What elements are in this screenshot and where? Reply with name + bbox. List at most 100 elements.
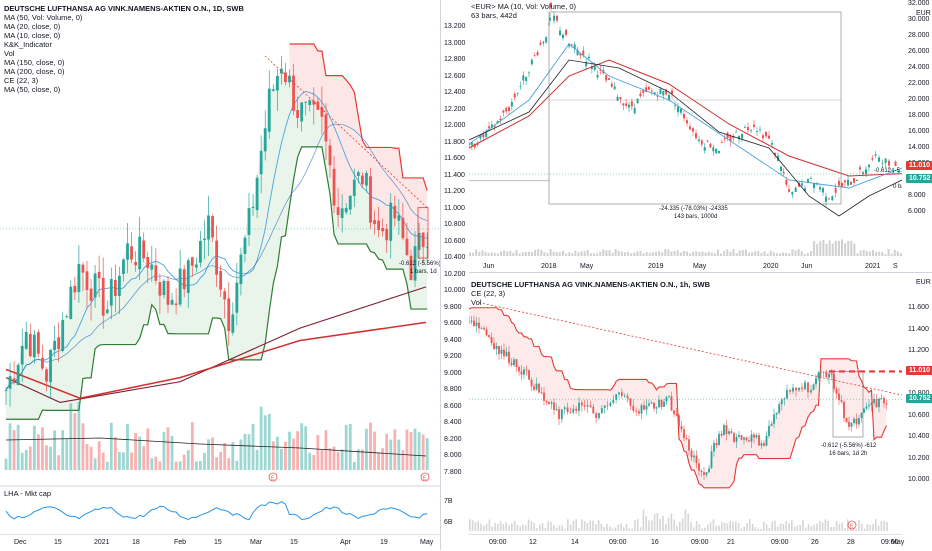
candle-body [296,110,299,119]
right-bottom-hourly-chart[interactable]: -0.612 (-5.56%) -612 16 bars, 1d 2h E [469,273,902,534]
rt-volume-bar [620,251,623,256]
candle-body [113,279,117,296]
rb-candle-body [804,382,806,390]
right-bottom-chart-pane[interactable]: -0.612 (-5.56%) -612 16 bars, 1d 2h E DEUT… [469,273,902,534]
volume-bar [409,431,413,470]
candle-body [417,232,421,250]
indicator-4[interactable]: Vol [4,49,15,58]
rb-indicator-1[interactable]: Vol [471,298,482,307]
rb-indicator-0[interactable]: CE (22, 3) [471,289,506,298]
right-top-long-term-chart[interactable]: -24.335 (-78.03%) -24335 143 bars, 1000d -… [469,0,902,272]
left-x-label: 15 [54,539,62,546]
rb-y-label: 11.400 [908,325,929,333]
rb-volume-bar [695,520,698,531]
candle-body [413,246,417,281]
rb-volume-bar [844,527,846,531]
rt-volume-bar [856,253,859,256]
rt-volume-bar [800,251,803,256]
candle-body [178,268,182,305]
indicator-5[interactable]: MA (150, close, 0) [4,58,65,67]
volume-bar [89,446,93,470]
rb-candle-body [786,389,788,399]
rt-candle-body [476,143,479,145]
left-price-chart[interactable]: -0.612 (-5.56%) -6 1 bars, 1d E E [0,0,440,534]
rb-candle-body [860,412,863,418]
rb-volume-bar [816,523,818,531]
shared-axis-label: 9.400 [444,336,462,344]
rt-candle-body [625,103,628,106]
indicator-8[interactable]: MA (50, close, 0) [4,85,61,94]
indicator-3[interactable]: K&K_Indicator [4,40,52,49]
indicator-0[interactable]: MA (50, Vol: Volume, 0) [4,13,83,22]
left-x-label: Mar [250,539,263,546]
rb-ce-fill [469,307,887,488]
indicator-2[interactable]: MA (10, close, 0) [4,31,61,40]
candle-body [377,220,380,231]
rb-title: DEUTSCHE LUFTHANSA AG VINK.NAMENS-AKTIEN… [471,280,711,289]
volume-bar [162,432,166,470]
candle-body [69,286,73,319]
rb-x-label: 16 [651,539,659,546]
volume-bar [421,434,425,470]
rb-volume-bar [597,520,600,531]
rt-candle-body [819,187,821,190]
rb-volume-bar [558,525,561,531]
volume-bar [37,434,40,470]
rb-volume-bar [572,520,575,531]
rt-candle-body [610,83,613,87]
rb-volume-bar [485,523,488,531]
rt-candle-body [469,143,470,146]
rb-volume-bar [631,528,633,531]
pane-divider-horizontal[interactable] [469,272,932,273]
rt-volume-bar [593,253,595,256]
rb-candle-body [555,409,558,411]
volume-bar [320,450,324,470]
indicator-1[interactable]: MA (20, close, 0) [4,22,61,31]
rb-volume-bar [634,519,636,531]
indicator-7[interactable]: CE (22, 3) [4,76,39,85]
volume-bar [369,422,372,470]
rt-candle-body [804,188,806,191]
rb-candle-body [475,322,478,327]
measure-box [417,207,429,259]
rt-candle-body [488,126,490,128]
pane-divider-vertical[interactable] [440,0,441,550]
candle-body [263,128,267,152]
volume-bar [61,430,65,470]
candle-body [182,269,186,290]
rb-volume-bar [869,525,871,531]
indicator-6[interactable]: MA (200, close, 0) [4,67,65,76]
rt-volume-bar [667,249,670,256]
rb-candle-body [723,425,725,436]
shared-axis-label: 8.000 [444,452,462,459]
rt-volume-bar [531,252,533,256]
shared-axis-label: 10.000 [444,287,466,294]
rt-candle-body [570,44,573,46]
volume-bar [134,433,137,470]
right-top-chart-pane[interactable]: -24.335 (-78.03%) -24335 143 bars, 1000d -… [469,0,902,272]
candle-body [65,316,69,318]
rb-candle-body [780,399,783,405]
rt-volume-bar [717,249,719,256]
rb-candle-body [612,399,615,404]
rt-volume-bar [704,252,707,256]
rt-volume-bar [679,252,682,256]
rb-volume-bar [735,521,737,531]
rb-volume-bar [533,522,535,531]
rt-volume-bar [893,249,896,256]
rt-volume-bar [689,253,692,256]
candle-body [118,275,121,296]
candle-body [57,337,61,350]
rt-candle-body [841,183,843,187]
rb-volume-bar [665,523,667,531]
candle-body [45,369,48,382]
rt-volume-bar [496,253,499,256]
shared-axis-label: 9.600 [444,320,462,327]
left-chart-pane[interactable]: DEUTSCHE LUFTHANSA AG VINK.NAMENS-AKTIEN… [0,0,440,534]
volume-bar [312,454,316,470]
rt-candle-body [505,108,508,112]
rt-volume-bar [816,243,819,256]
rb-candle-body [798,387,800,391]
candle-body [247,208,251,236]
rt-candle-body [579,53,582,56]
